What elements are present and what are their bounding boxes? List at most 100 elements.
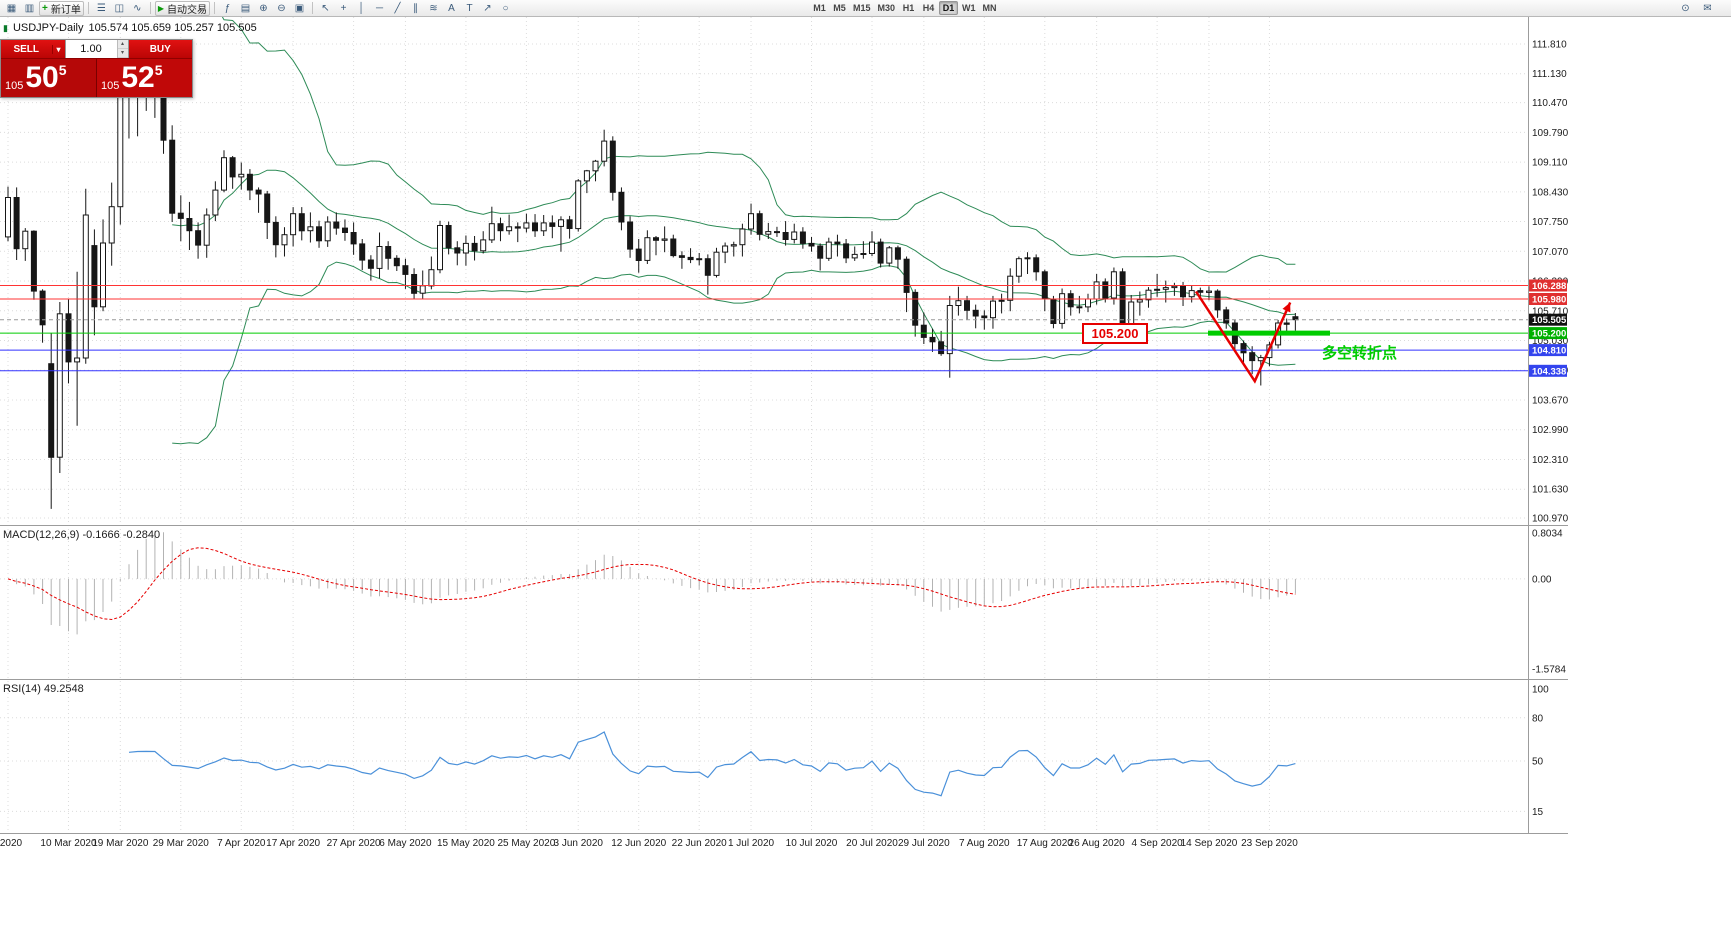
timeframe-m15[interactable]: M15: [850, 1, 874, 15]
price-badges: 106.288 105.980 105.505 105.200 104.810 104.3…: [1529, 279, 1567, 377]
arrow-tool-icon[interactable]: ↗: [479, 1, 496, 16]
sell-dropdown-caret-icon[interactable]: ▾: [51, 44, 65, 54]
tile-windows-icon[interactable]: ▣: [291, 1, 308, 16]
toolbar-separator: [312, 2, 313, 14]
bollinger-bands: [172, 17, 1296, 445]
level-lines: [0, 284, 1528, 372]
rsi-axis-label: 15: [1532, 807, 1544, 818]
new-order-button[interactable]: + 新订单: [39, 0, 84, 16]
text-label-icon[interactable]: T: [461, 1, 478, 16]
fibonacci-icon[interactable]: ≋: [425, 1, 442, 16]
volume-input[interactable]: 1.00 ▴ ▾: [64, 40, 129, 58]
timeframe-mn[interactable]: MN: [980, 1, 1000, 15]
macd-histogram: [16, 530, 1296, 635]
candles: [5, 48, 1299, 509]
autotrade-button[interactable]: ▶ 自动交易: [154, 0, 210, 16]
bid-price[interactable]: 105 50 5: [1, 59, 97, 97]
price-badge-105.505: [1529, 313, 1567, 326]
vertical-line-icon[interactable]: │: [353, 1, 370, 16]
horizontal-line-icon[interactable]: ─: [371, 1, 388, 16]
volume-down-icon[interactable]: ▾: [117, 49, 128, 58]
date-label: 4 Sep 2020: [1132, 838, 1184, 849]
templates-icon[interactable]: ▤: [237, 1, 254, 16]
trendline-icon[interactable]: ╱: [389, 1, 406, 16]
toolbar-separator: [149, 2, 151, 14]
candlestick-chart-icon[interactable]: ◫: [111, 1, 128, 16]
zoom-out-icon[interactable]: ⊖: [273, 1, 290, 16]
timeframe-d1[interactable]: D1: [939, 1, 959, 15]
bid-pips: 50: [25, 61, 59, 94]
price-axis-label: 102.310: [1532, 455, 1568, 466]
svg-text:104.338: 104.338: [1532, 366, 1566, 377]
line-chart-icon[interactable]: ∿: [129, 1, 146, 16]
volume-up-icon[interactable]: ▴: [117, 40, 128, 49]
date-label: 17 Apr 2020: [266, 838, 320, 849]
price-axis-label: 109.110: [1532, 158, 1568, 169]
svg-text:105.980: 105.980: [1532, 294, 1566, 305]
timeframe-h1[interactable]: H1: [899, 1, 918, 15]
timeframe-w1[interactable]: W1: [959, 1, 979, 15]
bar-chart-icon[interactable]: ☰: [93, 1, 110, 16]
channel-icon[interactable]: ∥: [407, 1, 424, 16]
indicators-icon[interactable]: ƒ: [219, 1, 236, 16]
timeframe-group: M1 M5 M15 M30 H1 H4 D1 W1 MN: [810, 1, 1000, 15]
date-label: 6 May 2020: [379, 838, 432, 849]
text-icon[interactable]: A: [443, 1, 460, 16]
one-click-trading-panel: SELL ▾ 1.00 ▴ ▾ BUY 105 50 5 105 52 5: [0, 39, 193, 98]
date-label: 26 Aug 2020: [1069, 838, 1126, 849]
sell-button-label: SELL: [13, 43, 40, 55]
buy-button[interactable]: BUY: [128, 40, 192, 58]
date-label: 27 Apr 2020: [327, 838, 381, 849]
date-label: 25 May 2020: [497, 838, 555, 849]
rsi-axis-label: 80: [1532, 713, 1544, 724]
plus-icon: +: [42, 2, 48, 14]
rsi-axis-label: 50: [1532, 757, 1544, 768]
volume-value[interactable]: 1.00: [80, 43, 102, 55]
buy-button-label: BUY: [149, 43, 171, 55]
annotations: 105.200 多空转折点: [1082, 290, 1397, 384]
shapes-icon[interactable]: ○: [497, 1, 514, 16]
chart-title-bar: ▮ USDJPY-Daily 105.574 105.659 105.257 1…: [3, 22, 257, 34]
timeframe-m30[interactable]: M30: [875, 1, 899, 15]
macd-title: MACD(12,26,9) -0.1666 -0.2840: [3, 529, 160, 541]
timeframe-h4[interactable]: H4: [919, 1, 938, 15]
price-badge-106.288: [1529, 279, 1567, 292]
svg-text:105.505: 105.505: [1532, 315, 1567, 326]
price-axis-label: 105.030: [1532, 336, 1568, 347]
rsi-line: [128, 731, 1296, 797]
date-label: 10 Jul 2020: [786, 838, 838, 849]
price-badge-104.810: [1529, 344, 1567, 357]
chart-profiles-icon[interactable]: ▥: [21, 1, 38, 16]
macd-signal-line: [7, 547, 1296, 621]
support-price-label-box[interactable]: [1082, 323, 1148, 344]
chart-symbol-period: USDJPY-Daily: [12, 22, 84, 34]
new-chart-icon[interactable]: ▦: [3, 1, 20, 16]
price-axis-label: 111.130: [1532, 69, 1567, 80]
price-axis-label: 108.430: [1532, 187, 1568, 198]
cursor-icon[interactable]: ↖: [317, 1, 334, 16]
toolbar-separator: [214, 2, 215, 14]
ask-price[interactable]: 105 52 5: [97, 59, 192, 97]
timeframe-m1[interactable]: M1: [810, 1, 829, 15]
price-badge-105.980: [1529, 293, 1567, 305]
price-badge-104.338: [1529, 364, 1567, 377]
chat-icon[interactable]: ✉: [1699, 1, 1716, 16]
date-label: 14 Sep 2020: [1181, 838, 1238, 849]
zoom-in-icon[interactable]: ⊕: [255, 1, 272, 16]
search-icon[interactable]: ⊙: [1677, 1, 1694, 16]
zigzag-arrow[interactable]: [1194, 290, 1292, 384]
sell-button[interactable]: SELL ▾: [1, 40, 65, 58]
date-label: 22 Jun 2020: [672, 838, 727, 849]
toolbar-separator: [87, 2, 89, 14]
macd-axis-label: 0.00: [1532, 574, 1552, 585]
date-label: 17 Aug 2020: [1017, 838, 1074, 849]
timeframe-m5[interactable]: M5: [830, 1, 849, 15]
rsi-axis-label: 100: [1532, 685, 1549, 696]
ask-pipette: 5: [154, 62, 163, 78]
crosshair-icon[interactable]: +: [335, 1, 352, 16]
macd-axis-label: -1.5784: [1532, 665, 1566, 676]
bid-pipette: 5: [58, 62, 67, 78]
